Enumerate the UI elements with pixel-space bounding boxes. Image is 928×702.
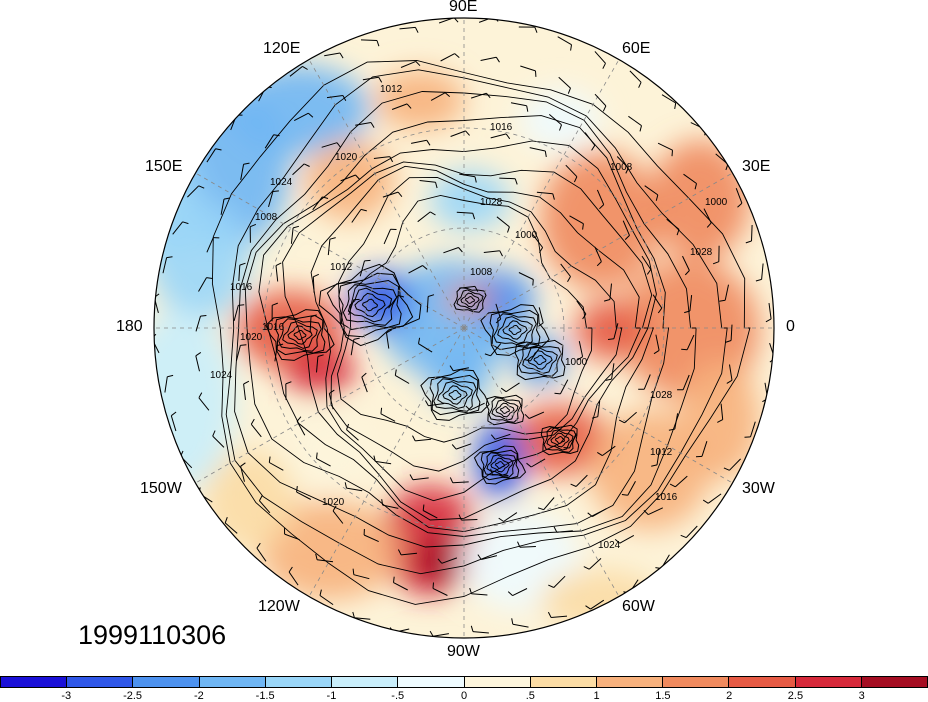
lon-label-60e: 60E <box>622 40 651 57</box>
colorbar-tick-label: -.5 <box>391 690 405 702</box>
colorbar-tick-label: 1 <box>593 690 600 702</box>
lon-label-0: 0 <box>786 318 795 335</box>
contour-label: 1012 <box>760 217 783 228</box>
colorbar-segment <box>332 677 399 687</box>
lon-label-150w: 150W <box>140 480 182 497</box>
contour-label: 1012 <box>650 447 673 458</box>
colorbar-tick-label: 2.5 <box>787 690 804 702</box>
contour-label: 1008 <box>470 267 493 278</box>
colorbar-tick-label: -2 <box>193 690 204 702</box>
contour-label: 1020 <box>335 152 358 163</box>
timestamp-label: 1999110306 <box>78 620 227 650</box>
contour-label: 1000 <box>705 197 728 208</box>
colorbar-segment <box>861 677 928 687</box>
colorbar-segment <box>199 677 266 687</box>
colorbar-tick-label: .5 <box>525 690 535 702</box>
contour-label: 1000 <box>515 230 538 241</box>
lon-label-60w: 60W <box>622 598 655 615</box>
colorbar-tick-label: 3 <box>858 690 865 702</box>
contour-label: 1028 <box>690 247 713 258</box>
lon-label-180: 180 <box>116 318 143 335</box>
lon-label-90w: 90W <box>447 643 480 660</box>
contour-label: 1016 <box>262 322 285 333</box>
lon-label-120e: 120E <box>263 40 301 57</box>
wind-barbs <box>154 18 774 637</box>
colorbar-tick-label: -3 <box>61 690 72 702</box>
contour-label: 1016 <box>655 492 678 503</box>
colorbar-segment <box>795 677 862 687</box>
lon-label-120w: 120W <box>258 598 300 615</box>
contour-label: 1012 <box>380 84 403 95</box>
colorbar <box>0 676 928 688</box>
contour-label: 1016 <box>230 282 253 293</box>
contour-label: 1008 <box>255 212 278 223</box>
contour-label: 1020 <box>322 497 345 508</box>
map-border <box>153 17 775 639</box>
lon-label-30w: 30W <box>742 480 775 497</box>
contour-label: 1024 <box>598 540 621 551</box>
contour-label: 1008 <box>610 162 633 173</box>
contour-label: 1028 <box>650 390 673 401</box>
contour-label: 1016 <box>490 122 513 133</box>
colorbar-segment <box>596 677 664 687</box>
colorbar-segment <box>1 677 68 687</box>
contour-labels: 1012101610201024100810001028101210161020… <box>210 84 783 551</box>
graticule <box>154 18 774 638</box>
contour-label: 1012 <box>330 262 353 273</box>
colorbar-segment <box>265 677 333 687</box>
colorbar-segment <box>663 677 730 687</box>
contour-label: 1028 <box>480 197 503 208</box>
colorbar-segment <box>133 677 200 687</box>
contour-label: 1024 <box>270 177 293 188</box>
lon-label-150e: 150E <box>145 158 183 175</box>
lon-label-90e: 90E <box>449 0 478 15</box>
colorbar-segment <box>398 677 465 687</box>
colorbar-tick-label: 0 <box>460 690 468 702</box>
colorbar-segment <box>729 677 796 687</box>
colorbar-tick-label: -1 <box>326 690 337 702</box>
colorbar-segment <box>67 677 134 687</box>
contour-label: 1000 <box>565 357 588 368</box>
colorbar-segment <box>530 677 597 687</box>
contour-label: 1024 <box>210 370 233 381</box>
colorbar-tick-label: 2 <box>726 690 733 702</box>
lon-label-30e: 30E <box>742 158 771 175</box>
colorbar-tick-label: 1.5 <box>655 690 671 702</box>
colorbar-tick-label: -2.5 <box>123 690 143 702</box>
colorbar-segment <box>464 677 531 687</box>
contour-label: 1020 <box>240 332 263 343</box>
colorbar-tick-label: -1.5 <box>255 690 275 702</box>
